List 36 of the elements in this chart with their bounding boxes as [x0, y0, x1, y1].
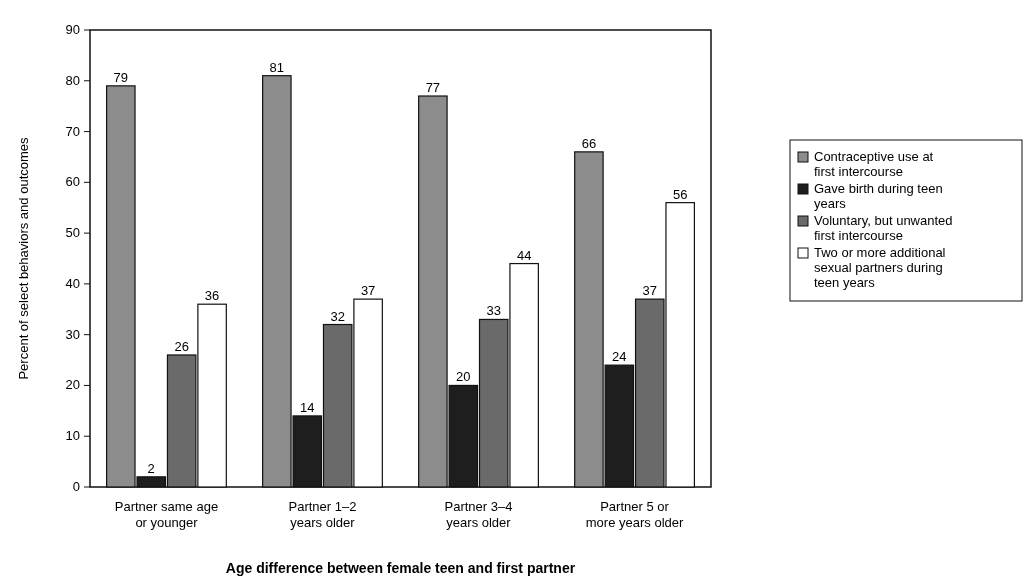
data-label: 44	[516, 247, 532, 263]
data-label: 24	[612, 349, 627, 365]
data-label: 79	[113, 69, 129, 85]
x-tick-label: Partner 1–2 years older	[288, 499, 357, 530]
data-label: 33	[486, 303, 501, 319]
x-axis-title: Age difference between female teen and first partner	[225, 560, 576, 576]
legend-label: Gave birth during teen years	[814, 181, 943, 211]
data-label: 32	[330, 308, 345, 324]
y-tick-label: 80	[65, 72, 80, 88]
x-tick-label: Partner 3–4 years older	[444, 499, 513, 530]
y-tick-label: 0	[72, 479, 80, 494]
x-tick-label: Partner 5 or more years older	[585, 499, 684, 530]
data-label: 81	[269, 59, 285, 75]
data-label: 2	[147, 460, 155, 476]
data-label: 14	[300, 399, 315, 415]
legend-label: Two or more additional sexual partners during teen years	[814, 245, 946, 290]
legend-label: Contraceptive use at first intercourse	[814, 149, 934, 179]
y-tick-label: 60	[65, 174, 80, 190]
data-label: 20	[456, 369, 471, 385]
data-label: 37	[642, 283, 657, 299]
legend-label: Voluntary, but unwanted first intercourse	[814, 213, 953, 243]
data-label: 56	[672, 186, 688, 202]
y-tick-label: 10	[65, 428, 80, 444]
data-label: 66	[581, 135, 597, 151]
y-tick-label: 40	[65, 275, 80, 291]
y-tick-label: 70	[65, 123, 80, 139]
data-label: 77	[425, 80, 441, 96]
data-label: 37	[360, 283, 376, 299]
data-label: 36	[204, 288, 220, 304]
y-axis-title: Percent of select behaviors and outcomes	[16, 136, 31, 380]
y-tick-label: 30	[65, 326, 80, 342]
data-label: 26	[174, 338, 189, 354]
y-tick-label: 90	[65, 22, 80, 37]
x-tick-label: Partner same age or younger	[114, 499, 219, 530]
y-tick-label: 20	[65, 377, 80, 393]
y-tick-label: 50	[65, 225, 80, 241]
